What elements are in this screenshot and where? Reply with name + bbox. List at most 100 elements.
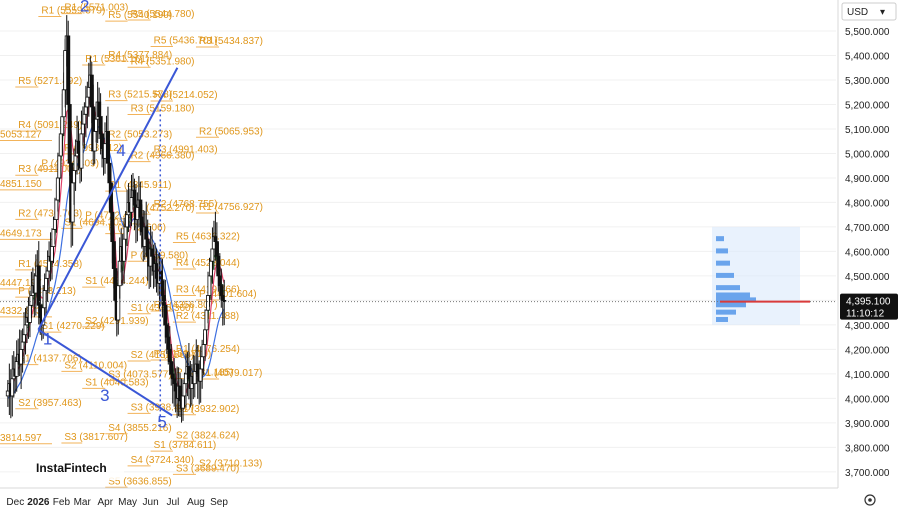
price-tick-label: 5,300.000 [845,76,890,87]
volume-profile-bar [716,248,728,254]
countdown-label: 11:10:12 [846,309,885,320]
currency-label: USD [847,7,868,18]
price-tick-label: 4,300.000 [845,321,890,332]
price-tick-label: 4,500.000 [845,272,890,283]
time-tick-label: Feb [53,497,71,508]
price-tick-label: 5,000.000 [845,149,890,160]
pivot-level-label: R2 (5065.953) [199,126,263,137]
wave-label: 1 [43,329,52,348]
time-tick-label: Apr [97,497,113,508]
pivot-level-label: S1 (4079.017) [199,368,262,379]
pivot-level-label: R5 (4636.322) [176,232,240,243]
volume-profile-bar [716,236,724,242]
settings-gear-center [868,498,872,502]
price-tick-label: 4,900.000 [845,174,890,185]
pivot-level-label: S3 (4073.577) [108,369,171,380]
time-tick-label: May [118,497,137,508]
pivot-level-label: S3 (3817.607) [64,432,127,443]
pivot-level-label: R2 (4966.380) [131,151,195,162]
wave-label: 5 [157,413,166,432]
pivot-level-label: R3 (5215.578) [108,90,172,101]
price-tick-label: 4,800.000 [845,198,890,209]
volume-profile-bar [716,292,750,298]
chevron-down-icon: ▾ [880,7,885,18]
pivot-level-label: R5 (5271.492) [18,76,82,87]
pivot-level-label: S1 (4137.706) [18,354,81,365]
time-tick-label: Dec [6,497,24,508]
time-tick-label: Sep [210,497,228,508]
trend-line [37,67,179,331]
pivot-level-label: R4 (5214.052) [154,90,218,101]
pivot-level-label: R1 (4176.254) [176,344,240,355]
price-tick-label: 3,900.000 [845,419,890,430]
edge-level-label: 4447.197 [0,278,42,289]
pivot-level-label: S1 (4040.583) [85,377,148,388]
pivot-level-label: P (4156.719) [154,349,212,360]
pivot-level-label: P (4401.604) [199,289,257,300]
pivot-level-label: R4 (5351.980) [131,56,195,67]
pivot-level-label: R5 (5544.780) [131,9,195,20]
pivot-level-label: S2 (4152.560) [131,350,194,361]
pivot-level-label: S1 (3784.611) [154,440,217,451]
price-tick-label: 5,200.000 [845,100,890,111]
pivot-level-label: R1 (4756.927) [199,202,263,213]
pivot-level-label: R2 (4730.763) [18,208,82,219]
pivot-level-label: S2 (3957.463) [18,398,81,409]
pivot-level-label: R5 (5436.701) [154,36,218,47]
volume-profile-bar [716,285,740,291]
volume-profile-bar [716,272,734,278]
edge-level-label: 5053.127 [0,129,42,140]
pivot-level-label: S2 (3824.624) [176,430,239,441]
pivot-level-label: S1 (3932.902) [176,404,239,415]
time-tick-label: Jul [167,497,180,508]
time-tick-label: Mar [74,497,92,508]
price-tick-label: 4,200.000 [845,345,890,356]
pivot-level-label: R3 (5434.837) [199,36,263,47]
price-tick-label: 4,100.000 [845,370,890,381]
pivot-level-label: R1 (5361.161) [85,54,149,65]
pivot-level-label: R3 (4991.403) [154,145,218,156]
volume-profile-bar [716,302,746,308]
wave-label: 4 [116,141,125,160]
pivot-level-label: R5 (5540.190) [108,10,172,21]
pivot-level-label: R4 (5377.884) [108,50,172,61]
price-tick-label: 5,400.000 [845,51,890,62]
wave-label: 3 [100,386,109,405]
price-tick-label: 4,000.000 [845,394,890,405]
edge-level-label: 4332.873 [0,306,42,317]
watermark: InstaFintech [20,456,124,480]
time-tick-label: 2026 [27,497,50,508]
currency-selector[interactable] [841,2,897,21]
volume-profile-bar [716,260,730,266]
edge-level-label: 3814.597 [0,433,42,444]
pivot-level-label: R3 (5159.180) [131,103,195,114]
pivot-level-label: R1 (5559.379) [41,5,105,16]
time-tick-label: Aug [187,497,205,508]
pivot-level-label: R4 (4528.044) [176,258,240,269]
trend-line [37,328,173,417]
price-tick-label: 3,700.000 [845,468,890,479]
watermark-text: InstaFintech [36,461,107,475]
pivot-level-label: R4 (5091.249) [18,120,82,131]
candle-body [222,299,227,303]
pivot-level-label: S5 (3636.855) [108,476,171,487]
current-price-box [840,293,898,320]
settings-gear-icon[interactable] [864,494,876,506]
price-tick-label: 5,500.000 [845,27,890,38]
pivot-level-label: S2 (3710.133) [199,458,262,469]
pivot-level-label: R2 (5053.273) [108,129,172,140]
pivot-level-label: P (4081.185) [176,367,234,378]
pivot-level-label: S3 (3938.450) [131,402,194,413]
watermark-bg [20,456,124,480]
price-tick-label: 5,100.000 [845,125,890,136]
pivot-level-label: R1 (5571.003) [64,3,128,14]
pivot-level-label: S1 (4270.229) [41,321,104,332]
pivot-level-label: R1 (4356.807) [154,300,218,311]
volume-profile-bar [716,297,756,303]
pivot-level-label: S4 (3724.340) [131,455,194,466]
volume-profile-bar [716,309,736,315]
price-tick-label: 4,600.000 [845,247,890,258]
price-tick-label: 3,800.000 [845,443,890,454]
